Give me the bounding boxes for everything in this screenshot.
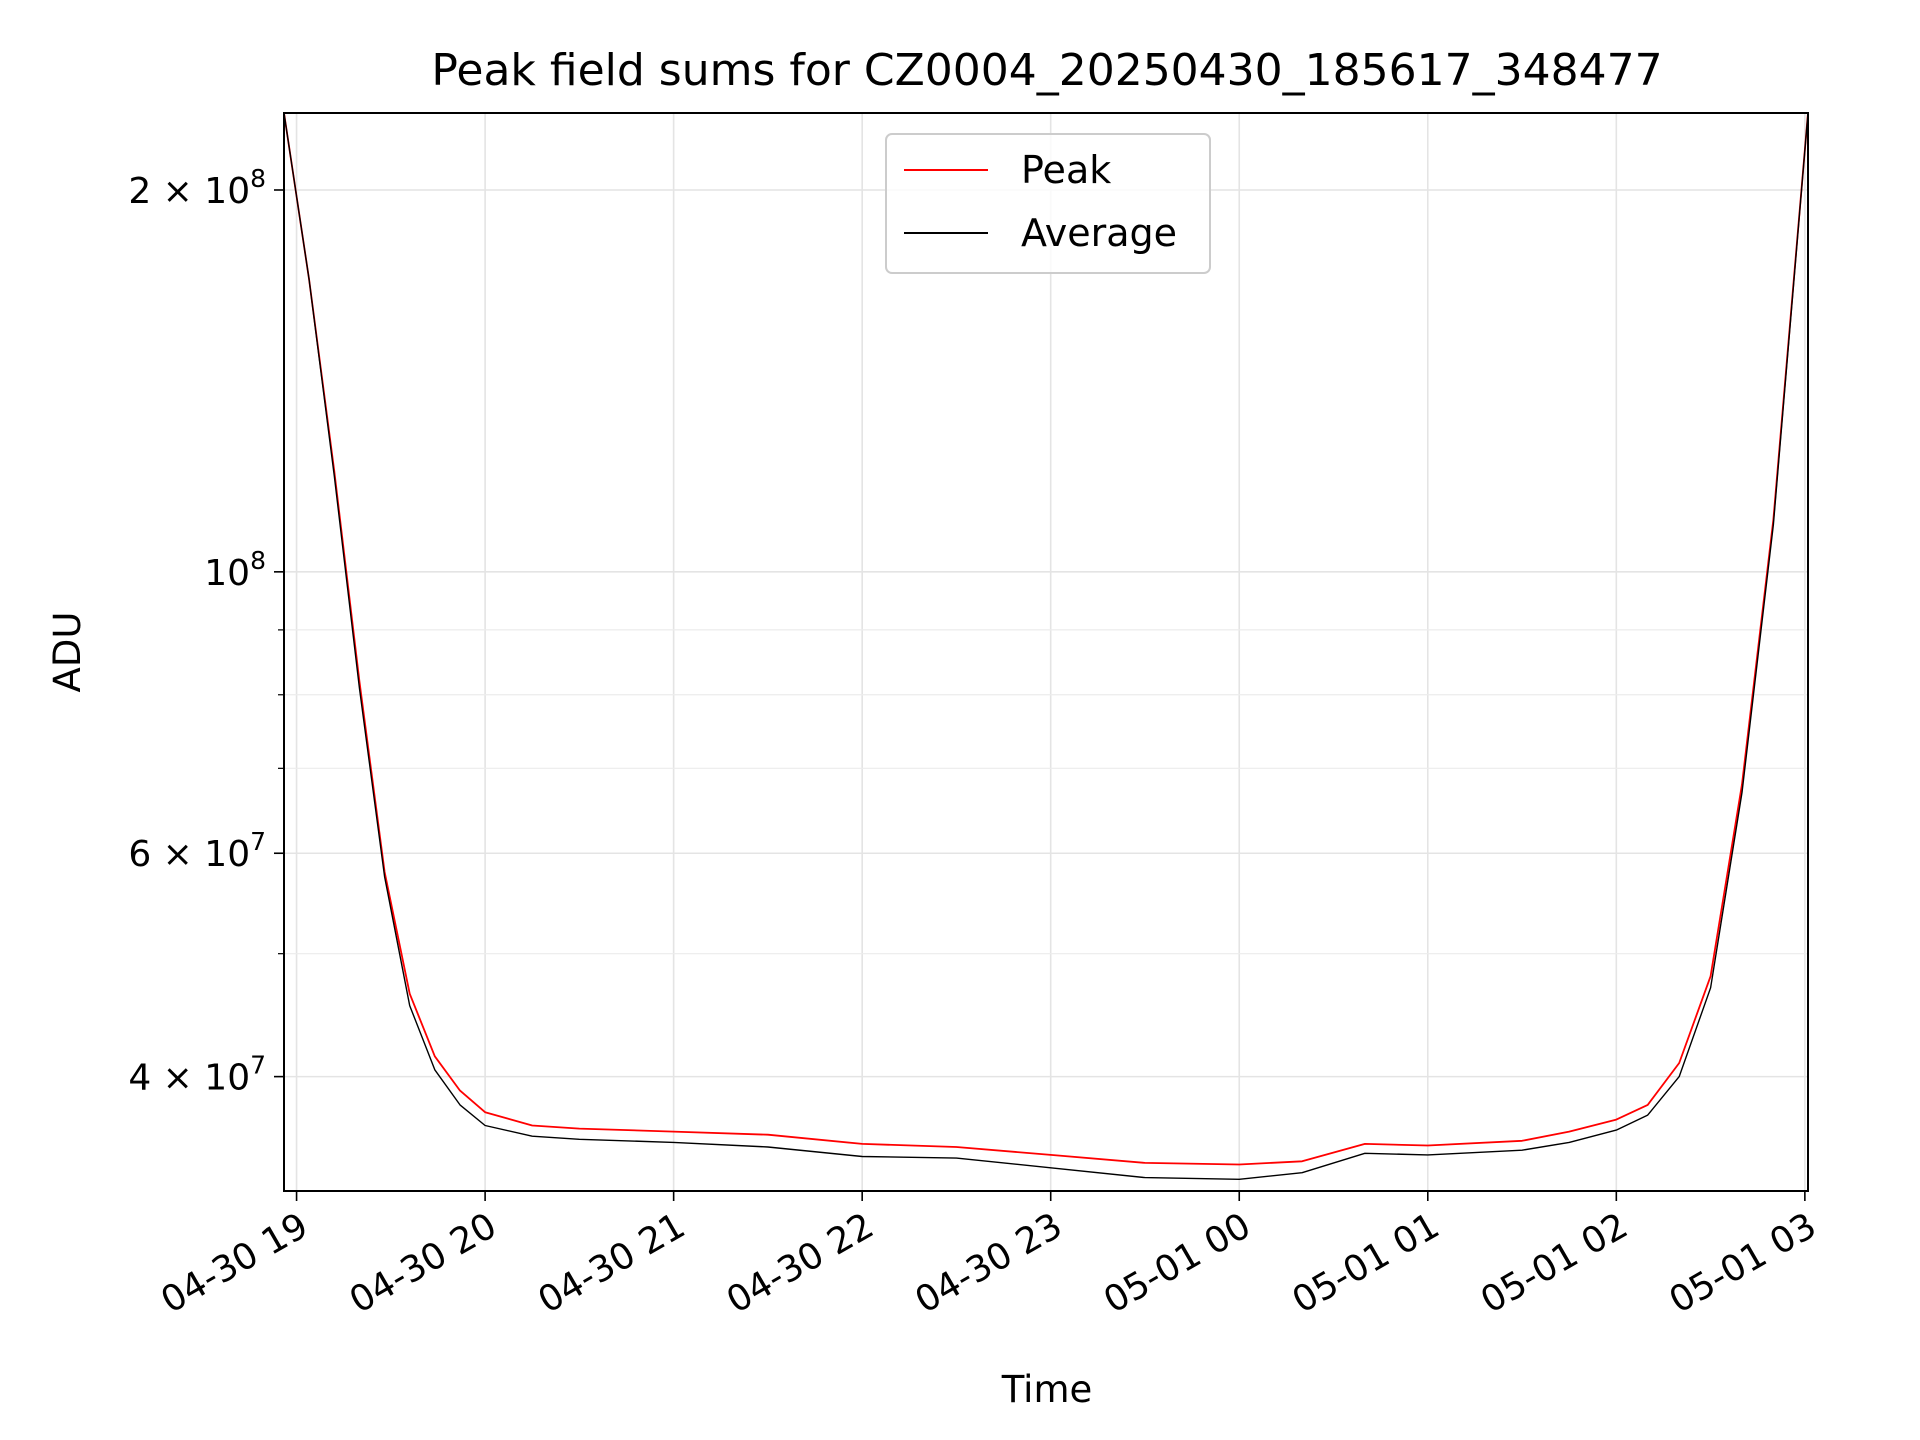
grid (284, 113, 1808, 1191)
legend-box (885, 133, 1211, 274)
legend: Peak Average (885, 133, 1211, 274)
series-lines (283, 112, 1809, 1181)
series-line-peak (283, 112, 1809, 1166)
legend-label-average: Average (1021, 211, 1177, 255)
y-tick-label: 6 × 107 (128, 827, 266, 875)
y-tick-label: 2 × 108 (128, 164, 266, 212)
y-axis-label: ADU (46, 612, 89, 693)
y-tick-label: 108 (204, 546, 266, 594)
chart-title: Peak field sums for CZ0004_20250430_1856… (431, 45, 1662, 96)
legend-label-peak: Peak (1021, 148, 1111, 192)
plot-frame (283, 112, 1809, 1192)
x-axis-label: Time (1001, 1368, 1093, 1411)
y-tick-label: 4 × 107 (128, 1051, 266, 1099)
y-axis: 4 × 107 6 × 107 108 2 × 108 (128, 164, 284, 1099)
series-line-average (283, 112, 1809, 1181)
